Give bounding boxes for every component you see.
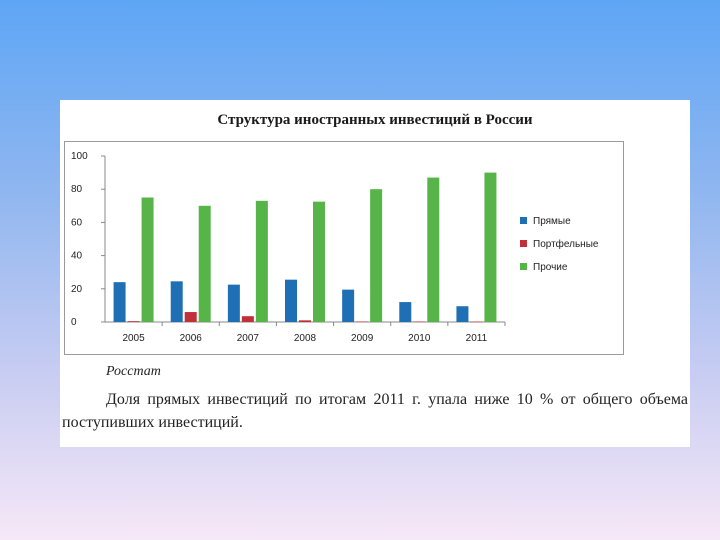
bar-direct-2008 (285, 279, 297, 322)
bar-other-2008 (313, 201, 325, 322)
bar-other-2011 (484, 172, 497, 322)
bar-direct-2007 (227, 284, 240, 322)
y-tick-label: 60 (71, 217, 83, 228)
bar-direct-2005 (113, 282, 126, 322)
bar-portfolio-2010 (413, 321, 426, 323)
legend-swatch (520, 217, 527, 224)
slide-image: Структура иностранных инвестиций в Росси… (60, 100, 690, 447)
x-tick-label: 2009 (351, 333, 374, 344)
chart-frame: 0 20 40 60 80 100 2005 2006 2007 2008 2009 2010 2011… (64, 141, 624, 355)
y-tick-label: 40 (71, 251, 83, 262)
x-tick-label: 2005 (122, 333, 145, 344)
bar-chart: 0 20 40 60 80 100 2005 2006 2007 2008 2009 2010 2011… (71, 151, 599, 344)
bar-other-2005 (141, 197, 154, 322)
x-tick-label: 2008 (294, 333, 317, 344)
bar-portfolio-2008 (299, 320, 311, 322)
chart-title: Структура иностранных инвестиций в Росси… (217, 112, 533, 128)
x-tick-label: 2006 (180, 333, 203, 344)
y-tick-label: 100 (71, 151, 88, 162)
bar-other-2006 (198, 205, 211, 322)
bar-portfolio-2005 (127, 321, 140, 322)
bar-direct-2011 (456, 306, 469, 322)
bar-direct-2006 (170, 281, 183, 322)
y-tick-label: 20 (71, 284, 83, 295)
legend-label: Прямые (533, 216, 571, 227)
y-tick-label: 0 (71, 317, 77, 328)
source-label: Росстат (106, 364, 161, 379)
legend-label: Прочие (533, 262, 568, 273)
bar-portfolio-2006 (184, 312, 197, 322)
bar-other-2010 (427, 177, 440, 322)
bar-other-2009 (370, 189, 383, 322)
caption-text: Доля прямых инвестиций по итогам 2011 г.… (62, 391, 688, 431)
x-tick-label: 2010 (408, 333, 431, 344)
bar-other-2007 (255, 200, 268, 322)
legend-swatch (520, 263, 527, 270)
bar-portfolio-2009 (356, 321, 369, 323)
bar-portfolio-2011 (470, 321, 483, 323)
bar-portfolio-2007 (241, 316, 254, 322)
x-tick-label: 2007 (237, 333, 260, 344)
legend-swatch (520, 240, 527, 247)
y-tick-label: 80 (71, 184, 83, 195)
bar-direct-2010 (399, 302, 412, 322)
x-tick-label: 2011 (466, 333, 488, 344)
legend-label: Портфельные (533, 238, 599, 250)
bar-direct-2009 (342, 289, 355, 322)
